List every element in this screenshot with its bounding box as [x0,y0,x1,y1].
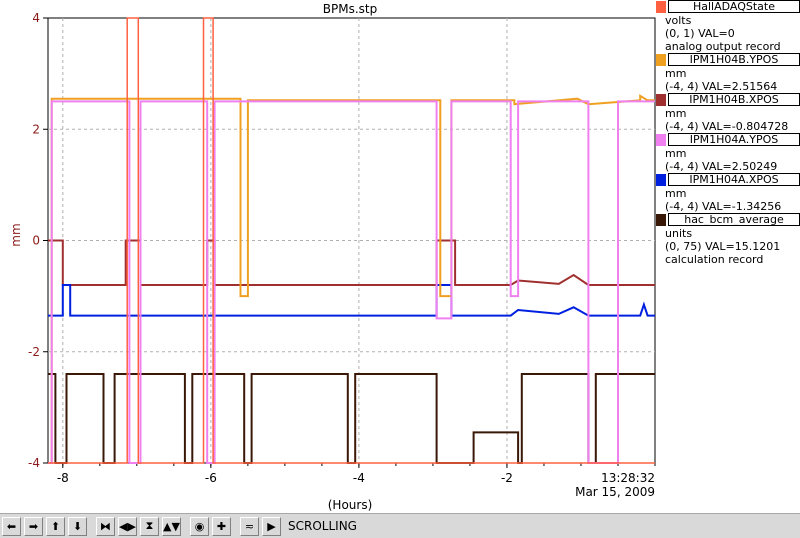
timestamp-date: Mar 15, 2009 [575,485,655,499]
legend-unit: units [665,227,693,240]
pan-up-button[interactable]: ⬆ [46,516,65,536]
legend-unit: mm [665,147,687,160]
legend-unit: volts [665,14,692,27]
legend-entry[interactable]: IPM1H04B.XPOS mm (-4, 4) VAL=-0.804728 [656,93,800,133]
zoom-in-x-button[interactable]: ⧓ [96,516,115,536]
toolbar: ⬅ ➡ ⬆ ⬇ ⧓ ◀▶ ⧗ ▲▼ ◉ ✚ ≂ ▶ SCROLLING [0,513,800,538]
zoom-out-x-button[interactable]: ◀▶ [118,516,137,536]
x-tick-label: -2 [501,471,513,485]
legend-color-swatch [656,53,666,66]
legend-extra: analog output record [665,40,781,53]
legend-series-name: HallADAQState [668,0,800,13]
legend-unit: mm [665,67,687,80]
legend-entry[interactable]: IPM1H04B.YPOS mm (-4, 4) VAL=2.51564 [656,53,800,93]
plot-title: BPMs.stp [322,2,378,16]
y-tick-label: -4 [28,456,40,470]
legend-info: (-4, 4) VAL=2.51564 [665,80,778,93]
series-line-halladaqstate [48,17,655,464]
chart-plot: -4 -2 0 2 4 -8 -6 -4 -2 [28,11,656,485]
series-line-ipm1h04a-xpos [48,284,655,317]
legend-color-swatch [656,93,666,106]
y-tick-label: 0 [32,234,40,248]
y-axis-label: mm [9,223,23,247]
y-tick-label: 4 [32,11,40,25]
legend-entry-header: HallADAQState [656,0,800,13]
status-label: SCROLLING [288,519,357,533]
legend-entry-header: IPM1H04A.YPOS [656,133,800,146]
timestamp-time: 13:28:32 [601,471,655,485]
legend-info: (-4, 4) VAL=2.50249 [665,160,778,173]
legend-color-swatch [656,0,666,13]
pan-right-button[interactable]: ➡ [24,516,43,536]
x-tick-label: -6 [205,471,217,485]
legend-extra: calculation record [665,253,764,266]
zoom-in-y-button[interactable]: ⧗ [140,516,159,536]
legend-entry[interactable]: hac_bcm_average units (0, 75) VAL=15.1201 c… [656,213,800,266]
x-tick-label: -8 [57,471,69,485]
legend-info: (-4, 4) VAL=-1.34256 [665,200,782,213]
legend: HallADAQState volts (0, 1) VAL=0 analog out… [656,0,800,266]
pan-left-button[interactable]: ⬅ [2,516,21,536]
legend-unit: mm [665,187,687,200]
legend-color-swatch [656,213,666,226]
legend-unit: mm [665,107,687,120]
add-point-button[interactable]: ✚ [212,516,231,536]
x-tick-label: -4 [353,471,365,485]
series-line-ipm1h04a-ypos [48,100,655,464]
stagger-button[interactable]: ≂ [240,516,259,536]
legend-entry-header: IPM1H04B.XPOS [656,93,800,106]
legend-entry[interactable]: IPM1H04A.XPOS mm (-4, 4) VAL=-1.34256 [656,173,800,213]
legend-series-name: IPM1H04A.YPOS [668,133,800,146]
legend-info: (0, 1) VAL=0 [665,27,735,40]
legend-entry-header: hac_bcm_average [656,213,800,226]
legend-series-name: IPM1H04B.XPOS [668,93,800,106]
legend-entry[interactable]: IPM1H04A.YPOS mm (-4, 4) VAL=2.50249 [656,133,800,173]
pan-down-button[interactable]: ⬇ [68,516,87,536]
y-tick-label: -2 [28,345,40,359]
y-tick-label: 2 [32,122,40,136]
legend-entry[interactable]: HallADAQState volts (0, 1) VAL=0 analog out… [656,0,800,53]
legend-color-swatch [656,133,666,146]
zoom-auto-button[interactable]: ◉ [190,516,209,536]
legend-info: (-4, 4) VAL=-0.804728 [665,120,789,133]
legend-entry-header: IPM1H04A.XPOS [656,173,800,186]
legend-info: (0, 75) VAL=15.1201 [665,240,781,253]
zoom-out-y-button[interactable]: ▲▼ [162,516,181,536]
legend-series-name: IPM1H04A.XPOS [668,173,800,186]
scroll-mode-button[interactable]: ▶ [262,516,281,536]
series-line-hac-bcm-average [48,373,655,464]
x-axis-label: (Hours) [327,498,373,512]
legend-entry-header: IPM1H04B.YPOS [656,53,800,66]
legend-color-swatch [656,173,666,186]
legend-series-name: hac_bcm_average [668,213,800,226]
legend-series-name: IPM1H04B.YPOS [668,53,800,66]
